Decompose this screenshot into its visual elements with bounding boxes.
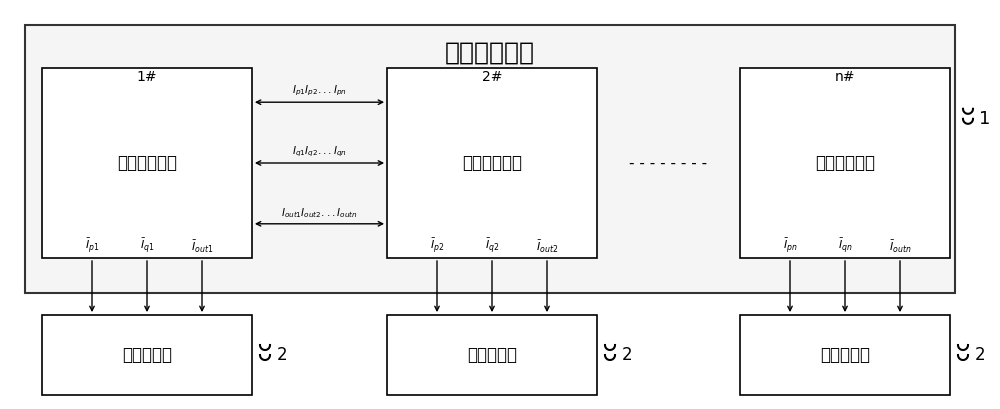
Text: 1: 1 <box>979 110 991 128</box>
Text: $\bar{I}_{outn}$: $\bar{I}_{outn}$ <box>889 239 911 255</box>
Bar <box>740 68 950 258</box>
Bar <box>387 315 597 395</box>
Text: 单相逆变器: 单相逆变器 <box>467 346 517 364</box>
Text: $\bar{I}_{out1}$: $\bar{I}_{out1}$ <box>191 239 213 255</box>
Text: $\bar{I}_{q1}$: $\bar{I}_{q1}$ <box>140 236 154 255</box>
Text: $\bar{I}_{out2}$: $\bar{I}_{out2}$ <box>536 239 558 255</box>
Text: - - - - - - - -: - - - - - - - - <box>629 155 708 171</box>
Text: 2: 2 <box>975 346 985 364</box>
Bar <box>387 68 597 258</box>
Text: 2#: 2# <box>482 70 502 84</box>
Bar <box>25 25 955 293</box>
Text: 单相逆变器: 单相逆变器 <box>122 346 172 364</box>
Text: $\bar{I}_{p1}$: $\bar{I}_{p1}$ <box>85 236 99 255</box>
Text: 单相逆变器: 单相逆变器 <box>820 346 870 364</box>
Text: 1#: 1# <box>137 70 157 84</box>
Text: 信号收发单元: 信号收发单元 <box>462 154 522 172</box>
Text: 信号收发单元: 信号收发单元 <box>815 154 875 172</box>
Text: $\bar{I}_{qn}$: $\bar{I}_{qn}$ <box>838 236 852 255</box>
Text: $I_{p1}I_{p2}...I_{pn}$: $I_{p1}I_{p2}...I_{pn}$ <box>292 84 347 98</box>
Bar <box>42 68 252 258</box>
Text: 2: 2 <box>622 346 632 364</box>
Text: 2: 2 <box>277 346 287 364</box>
Text: n#: n# <box>835 70 855 84</box>
Text: 信号收发单元: 信号收发单元 <box>117 154 177 172</box>
Text: $\bar{I}_{pn}$: $\bar{I}_{pn}$ <box>783 236 797 255</box>
Text: $\bar{I}_{q2}$: $\bar{I}_{q2}$ <box>485 236 499 255</box>
Text: 信号传输装置: 信号传输装置 <box>445 41 535 65</box>
Bar <box>42 315 252 395</box>
Bar <box>740 315 950 395</box>
Text: $\bar{I}_{p2}$: $\bar{I}_{p2}$ <box>430 236 444 255</box>
Text: $I_{q1}I_{q2}...I_{qn}$: $I_{q1}I_{q2}...I_{qn}$ <box>292 145 347 159</box>
Text: $I_{out1}I_{out2}...I_{outn}$: $I_{out1}I_{out2}...I_{outn}$ <box>281 206 358 220</box>
